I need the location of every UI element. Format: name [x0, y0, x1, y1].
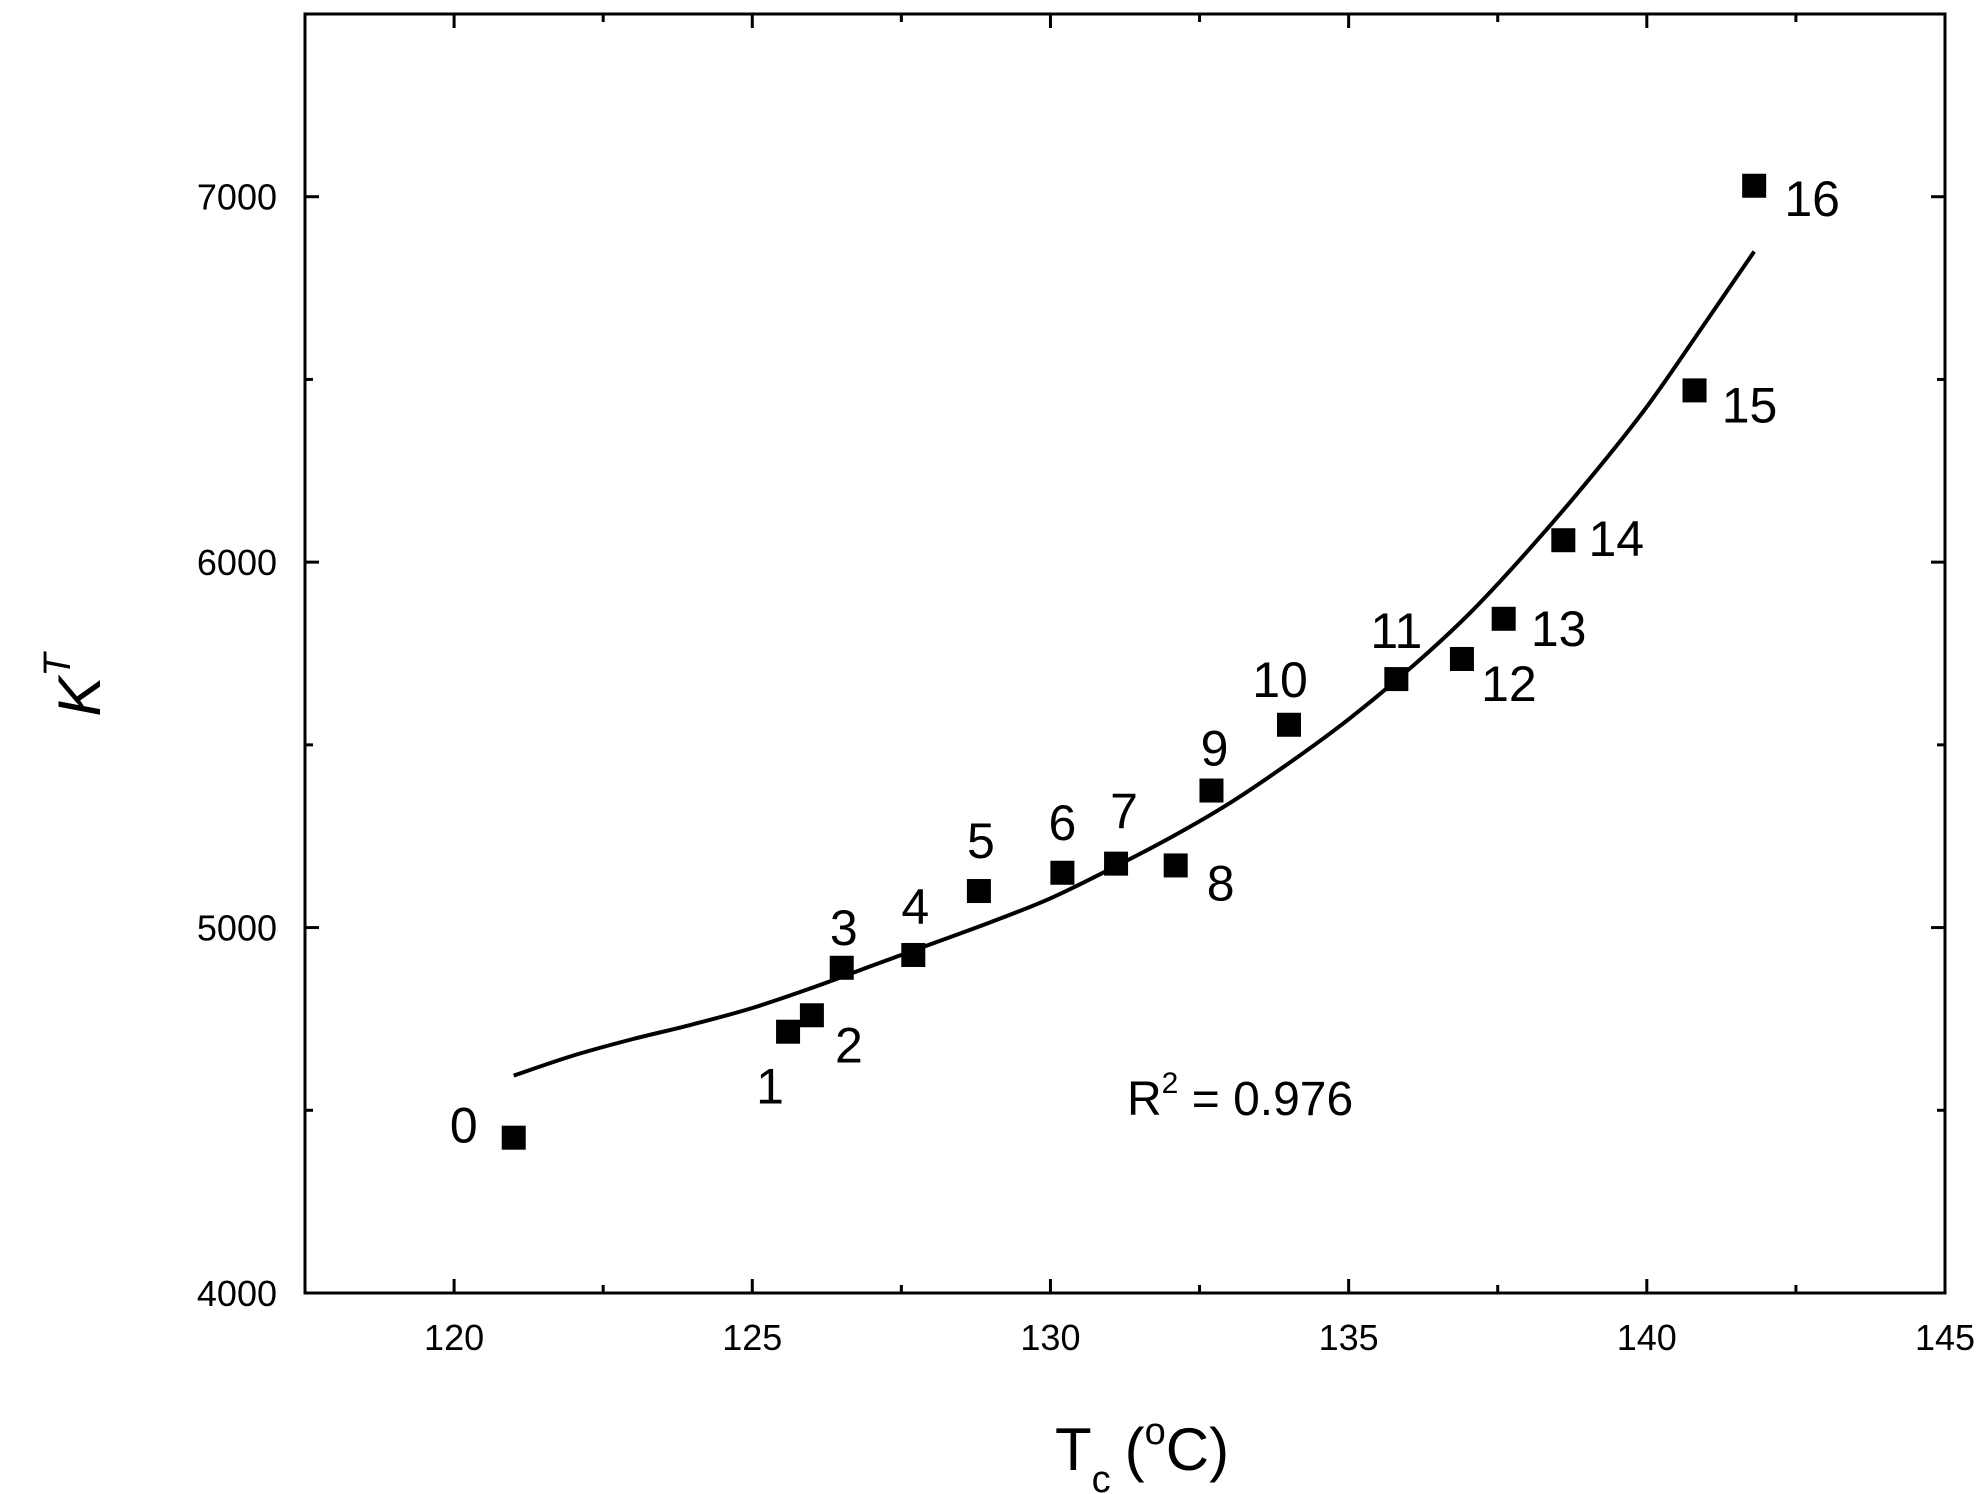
data-point-label-10: 10: [1252, 652, 1308, 708]
data-point-label-3: 3: [830, 900, 858, 956]
x-tick-label: 135: [1319, 1317, 1379, 1358]
data-point-label-6: 6: [1048, 795, 1076, 851]
data-point-label-1: 1: [756, 1059, 784, 1115]
plot-frame: [303, 12, 1947, 1295]
data-point-11: [1384, 667, 1409, 692]
r-squared-superscript: 2: [1162, 1067, 1179, 1100]
data-point-9: [1199, 778, 1224, 803]
data-point-label-8: 8: [1207, 855, 1235, 911]
x-tick-label: 140: [1617, 1317, 1677, 1358]
y-tick-label: 4000: [197, 1273, 277, 1314]
data-point-3: [829, 955, 854, 980]
y-tick-label: 6000: [197, 542, 277, 583]
data-point-label-0: 0: [450, 1098, 478, 1154]
x-axis-unit-superscript: o: [1145, 1411, 1166, 1453]
data-point-label-7: 7: [1110, 784, 1138, 840]
y-tick-label: 7000: [197, 177, 277, 218]
data-point-7: [1104, 851, 1129, 876]
x-tick-label: 130: [1020, 1317, 1080, 1358]
r-squared-annotation: R2 = 0.976: [1127, 1067, 1353, 1126]
x-axis-unit-tail: C): [1166, 1416, 1229, 1483]
x-axis-symbol: T: [1055, 1416, 1092, 1483]
y-axis-title-text: KT: [37, 651, 113, 717]
data-point-label-5: 5: [967, 813, 995, 869]
y-axis-symbol: K: [46, 674, 113, 717]
data-point-6: [1050, 860, 1075, 885]
data-point-16: [1742, 173, 1767, 198]
data-point-8: [1163, 853, 1188, 878]
data-point-5: [966, 879, 991, 904]
y-axis-title: KT: [37, 651, 113, 717]
x-tick-label: 125: [722, 1317, 782, 1358]
data-point-label-4: 4: [901, 879, 929, 935]
x-tick-label: 145: [1915, 1317, 1975, 1358]
fit-curve: [513, 250, 1756, 1078]
y-axis-superscript: T: [37, 651, 79, 677]
x-axis-subscript: c: [1092, 1459, 1111, 1494]
data-point-1: [776, 1019, 801, 1044]
r-squared-value: = 0.976: [1178, 1073, 1353, 1126]
data-point-4: [901, 942, 926, 967]
data-point-15: [1682, 378, 1707, 403]
data-point-14: [1551, 528, 1576, 553]
data-point-13: [1491, 606, 1516, 631]
data-point-2: [799, 1003, 824, 1028]
data-point-12: [1449, 646, 1474, 671]
y-tick-label: 5000: [197, 908, 277, 949]
x-axis-title: Tc (oC): [1055, 1411, 1229, 1494]
data-point-label-14: 14: [1589, 511, 1645, 567]
data-point-label-9: 9: [1201, 721, 1229, 777]
data-markers: [501, 173, 1767, 1150]
data-point-label-11: 11: [1370, 603, 1422, 659]
r-squared-base: R: [1127, 1073, 1162, 1126]
data-point-label-13: 13: [1531, 601, 1587, 657]
data-point-label-16: 16: [1784, 171, 1840, 227]
data-point-10: [1277, 712, 1301, 737]
data-point-label-15: 15: [1722, 377, 1778, 433]
x-axis-unit-open: (: [1125, 1416, 1145, 1483]
data-point-0: [501, 1125, 526, 1150]
axis-ticks: [305, 14, 1947, 1295]
data-point-label-12: 12: [1481, 656, 1537, 712]
data-point-label-2: 2: [835, 1017, 863, 1073]
x-tick-label: 120: [424, 1317, 484, 1358]
